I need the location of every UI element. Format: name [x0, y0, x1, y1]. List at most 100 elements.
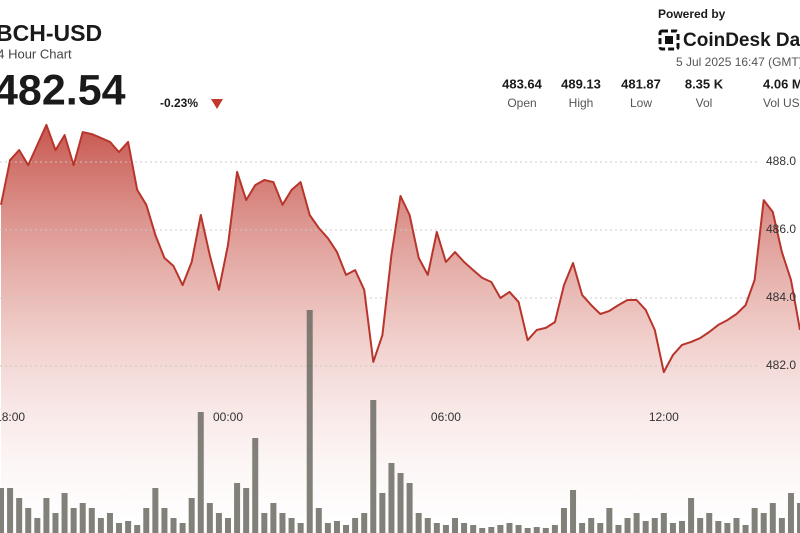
volume-bar — [297, 523, 304, 533]
volume-bar — [352, 518, 359, 533]
volume-bar — [206, 503, 213, 533]
volume-bar — [669, 523, 676, 533]
volume-bar — [442, 525, 449, 533]
volume-bar — [370, 400, 377, 533]
volume-bar — [197, 412, 204, 533]
powered-by: Powered by — [658, 7, 726, 21]
volume-bar — [706, 513, 713, 533]
price-line — [0, 123, 800, 374]
volume-bar — [606, 508, 613, 533]
y-tick-label: 486.0 — [766, 222, 796, 236]
source-logo — [658, 29, 680, 51]
volume-bar — [234, 483, 241, 533]
volume-bar — [306, 310, 313, 533]
volume-bar — [769, 503, 776, 533]
volume-bar — [152, 488, 159, 533]
volume-bar — [7, 488, 14, 533]
volume-bar — [642, 521, 649, 533]
volume-bar — [733, 518, 740, 533]
volume-bar — [261, 513, 268, 533]
stat-value: 8.35 K — [685, 76, 724, 91]
volume-bar — [179, 523, 186, 533]
volume-bar — [16, 498, 23, 533]
volume-bar — [797, 503, 800, 533]
volume-bar — [134, 525, 141, 533]
volume-bar — [715, 521, 722, 533]
volume-bar — [724, 523, 731, 533]
volume-bar — [70, 508, 77, 533]
volume-bar — [243, 488, 250, 533]
current-price: 482.54 — [0, 66, 126, 114]
volume-bar — [343, 525, 350, 533]
y-tick-label: 488.0 — [766, 154, 796, 168]
volume-bar — [524, 528, 531, 533]
volume-bar — [215, 513, 222, 533]
volume-bar — [542, 528, 549, 533]
stat-label: High — [569, 96, 594, 110]
chart-subtitle: 24 Hour Chart — [0, 46, 72, 61]
volume-bar — [497, 525, 504, 533]
volume-bar — [106, 513, 113, 533]
stat-label: Low — [630, 96, 652, 110]
x-tick-label: 06:00 — [431, 410, 461, 424]
volume-bar — [597, 523, 604, 533]
volume-bar — [315, 508, 322, 533]
volume-bar — [88, 508, 95, 533]
volume-bar — [116, 523, 123, 533]
y-tick-label: 484.0 — [766, 290, 796, 304]
y-tick-label: 482.0 — [766, 358, 796, 372]
volume-bar — [424, 518, 431, 533]
volume-bar — [397, 473, 404, 533]
volume-bar — [515, 525, 522, 533]
volume-bar — [161, 508, 168, 533]
volume-bar — [588, 518, 595, 533]
volume-bar — [125, 521, 132, 533]
volume-bar — [188, 498, 195, 533]
volume-bar — [660, 513, 667, 533]
volume-bar — [34, 518, 41, 533]
volume-bar — [170, 518, 177, 533]
volume-bar — [252, 438, 259, 533]
volume-bar — [479, 528, 486, 533]
x-tick-label: 12:00 — [649, 410, 679, 424]
stat-label: Vol USD — [763, 96, 800, 110]
volume-bar — [551, 525, 558, 533]
volume-bar — [697, 518, 704, 533]
volume-bar — [461, 523, 468, 533]
stat-value: 4.06 M — [763, 76, 800, 91]
stat-value: 481.87 — [621, 76, 661, 91]
volume-bar — [506, 523, 513, 533]
volume-bar — [452, 518, 458, 533]
volume-bar — [379, 493, 386, 533]
volume-bar — [470, 525, 477, 533]
chart-title: BCH-USD — [0, 20, 102, 46]
volume-bar — [624, 518, 631, 533]
volume-bar — [488, 527, 495, 533]
volume-bar — [742, 525, 749, 533]
volume-bar — [25, 508, 32, 533]
volume-bar — [79, 503, 86, 533]
volume-bar — [433, 523, 440, 533]
timestamp: 5 Jul 2025 16:47 (GMT) — [676, 55, 800, 69]
volume-bar — [279, 513, 286, 533]
stat-label: Open — [507, 96, 536, 110]
source: CoinDesk Data — [683, 30, 800, 51]
volume-bar — [633, 513, 640, 533]
volume-bar — [388, 463, 395, 533]
stat-value: 483.64 — [502, 76, 543, 91]
stat-value: 489.13 — [561, 76, 601, 91]
volume-bar — [679, 521, 685, 533]
price-area — [1, 124, 800, 533]
volume-bar — [324, 523, 331, 533]
volume-bar — [787, 493, 794, 533]
x-tick-label: 00:00 — [213, 410, 243, 424]
volume-bar — [615, 525, 622, 533]
stat-label: Vol — [696, 96, 713, 110]
volume-bar — [570, 490, 577, 533]
volume-bar — [560, 508, 567, 533]
volume-bar — [778, 518, 785, 533]
volume-bar — [688, 498, 695, 533]
volume-bar — [43, 498, 50, 533]
